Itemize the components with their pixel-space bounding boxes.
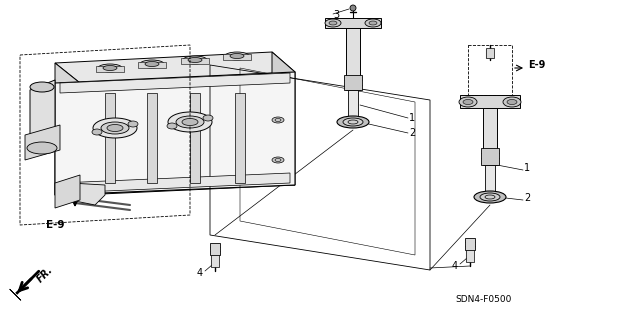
Polygon shape bbox=[60, 173, 290, 193]
Polygon shape bbox=[486, 48, 494, 58]
Polygon shape bbox=[211, 255, 219, 267]
Ellipse shape bbox=[272, 157, 284, 163]
Polygon shape bbox=[465, 238, 475, 250]
Text: E-9: E-9 bbox=[45, 220, 64, 230]
Text: 1: 1 bbox=[524, 163, 530, 173]
Polygon shape bbox=[485, 165, 495, 195]
Text: 1: 1 bbox=[409, 113, 415, 123]
Polygon shape bbox=[481, 148, 499, 165]
Polygon shape bbox=[325, 18, 381, 28]
Polygon shape bbox=[147, 93, 157, 183]
Ellipse shape bbox=[463, 100, 473, 105]
Ellipse shape bbox=[107, 124, 123, 131]
Ellipse shape bbox=[369, 21, 377, 25]
Ellipse shape bbox=[507, 100, 517, 105]
Polygon shape bbox=[348, 90, 358, 120]
Text: FR.: FR. bbox=[36, 264, 55, 284]
Text: 2: 2 bbox=[409, 128, 415, 138]
Text: E-9: E-9 bbox=[528, 60, 545, 70]
Polygon shape bbox=[60, 73, 290, 93]
Polygon shape bbox=[344, 75, 362, 90]
Polygon shape bbox=[25, 125, 60, 160]
Ellipse shape bbox=[230, 54, 244, 58]
Ellipse shape bbox=[145, 62, 159, 66]
Polygon shape bbox=[96, 66, 124, 72]
Ellipse shape bbox=[188, 57, 202, 63]
Polygon shape bbox=[55, 185, 295, 195]
Polygon shape bbox=[55, 63, 80, 195]
Ellipse shape bbox=[272, 117, 284, 123]
Ellipse shape bbox=[92, 129, 102, 135]
Ellipse shape bbox=[183, 56, 207, 64]
Ellipse shape bbox=[128, 121, 138, 127]
Polygon shape bbox=[346, 28, 360, 90]
Polygon shape bbox=[235, 93, 245, 183]
Polygon shape bbox=[190, 93, 200, 183]
Ellipse shape bbox=[167, 123, 177, 129]
Text: 2: 2 bbox=[524, 193, 531, 203]
Text: SDN4-F0500: SDN4-F0500 bbox=[455, 295, 511, 305]
Text: 3: 3 bbox=[333, 10, 339, 20]
Ellipse shape bbox=[101, 122, 129, 134]
Text: 4: 4 bbox=[197, 268, 203, 278]
Polygon shape bbox=[272, 52, 295, 185]
Polygon shape bbox=[70, 183, 105, 205]
Ellipse shape bbox=[98, 64, 122, 72]
Ellipse shape bbox=[225, 52, 249, 60]
Ellipse shape bbox=[365, 19, 381, 27]
Ellipse shape bbox=[474, 191, 506, 203]
Polygon shape bbox=[460, 95, 520, 108]
Polygon shape bbox=[210, 243, 220, 255]
Ellipse shape bbox=[27, 142, 57, 154]
Polygon shape bbox=[55, 72, 295, 195]
Ellipse shape bbox=[30, 82, 54, 92]
Polygon shape bbox=[55, 175, 80, 208]
Ellipse shape bbox=[176, 116, 204, 128]
Polygon shape bbox=[55, 52, 295, 83]
Polygon shape bbox=[181, 58, 209, 64]
Ellipse shape bbox=[103, 65, 117, 70]
Ellipse shape bbox=[93, 118, 137, 138]
Polygon shape bbox=[483, 108, 497, 165]
Ellipse shape bbox=[350, 5, 356, 11]
Polygon shape bbox=[223, 54, 251, 60]
Ellipse shape bbox=[343, 118, 363, 126]
Text: 4: 4 bbox=[452, 261, 458, 271]
Ellipse shape bbox=[140, 60, 164, 68]
Polygon shape bbox=[138, 62, 166, 68]
Ellipse shape bbox=[203, 115, 213, 121]
Ellipse shape bbox=[503, 97, 521, 107]
Ellipse shape bbox=[337, 116, 369, 128]
Polygon shape bbox=[466, 250, 474, 262]
Ellipse shape bbox=[459, 97, 477, 107]
Ellipse shape bbox=[182, 118, 198, 125]
Ellipse shape bbox=[329, 21, 337, 25]
Polygon shape bbox=[10, 289, 21, 300]
Ellipse shape bbox=[480, 193, 500, 201]
Polygon shape bbox=[30, 80, 55, 145]
Ellipse shape bbox=[325, 19, 341, 27]
Polygon shape bbox=[105, 93, 115, 183]
Ellipse shape bbox=[168, 112, 212, 132]
